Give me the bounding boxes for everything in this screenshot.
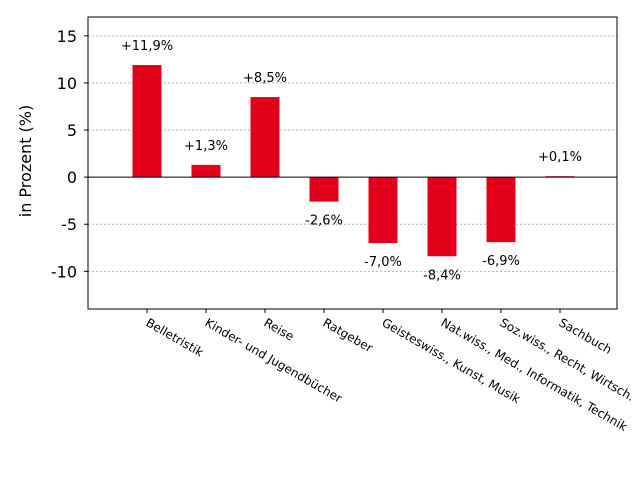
y-tick-label: 15 (57, 27, 77, 46)
y-tick-label: 10 (57, 74, 77, 93)
y-tick-label: 0 (67, 168, 77, 187)
data-labels: +11,9% +1,3% +8,5% -2,6% -7,0% -8,4% -6,9% +0,1… (121, 39, 582, 283)
data-label: +0,1% (538, 150, 582, 165)
grid-lines (88, 35, 617, 272)
bar (250, 97, 280, 178)
x-tick-label: Reise (262, 315, 297, 343)
bars (132, 65, 575, 257)
data-label: +1,3% (184, 139, 228, 154)
data-label: -6,9% (482, 254, 520, 269)
y-tick-label: -5 (61, 215, 77, 234)
y-tick-label: -10 (51, 262, 77, 281)
bar (191, 164, 221, 178)
data-label: +11,9% (121, 39, 173, 54)
bar (132, 65, 162, 178)
bar (486, 177, 516, 243)
y-axis-title: in Prozent (%) (16, 105, 35, 217)
y-tick-label: 5 (67, 121, 77, 140)
data-label: -2,6% (305, 214, 343, 229)
data-label: -7,0% (364, 255, 402, 270)
x-tick-label: Ratgeber (321, 315, 376, 355)
data-label: -8,4% (423, 268, 461, 283)
bar (427, 177, 457, 257)
plot-frame (87, 16, 618, 310)
bar (309, 177, 339, 202)
bar (368, 177, 398, 244)
data-label: +8,5% (243, 71, 287, 86)
x-tick-label: Belletristik (144, 315, 206, 359)
